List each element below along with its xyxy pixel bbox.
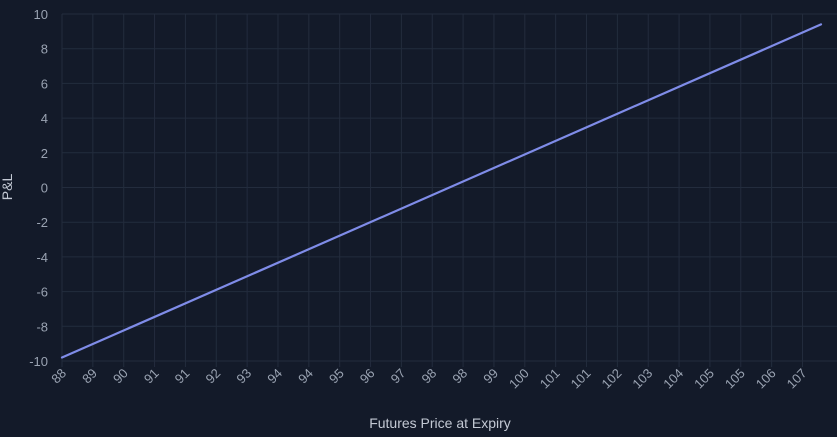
x-tick-label: 88 (48, 366, 69, 387)
x-tick-label: 90 (110, 366, 131, 387)
x-tick-label: 89 (79, 366, 100, 387)
y-tick-label: 2 (41, 146, 48, 161)
x-tick-label: 94 (295, 366, 316, 387)
y-tick-label: -4 (36, 250, 48, 265)
x-axis-ticks: 88 89 90 91 91 92 93 94 94 95 96 97 98 98 99 100 101 101 1… (48, 366, 809, 392)
x-tick-label: 107 (784, 366, 810, 392)
y-tick-label: -10 (29, 354, 48, 369)
x-tick-label: 94 (264, 366, 285, 387)
y-tick-label: 4 (41, 111, 48, 126)
y-tick-label: 6 (41, 76, 48, 91)
x-tick-label: 95 (326, 366, 347, 387)
x-tick-label: 102 (599, 366, 625, 392)
x-tick-label: 103 (629, 366, 655, 392)
grid-layer (61, 13, 837, 367)
x-tick-label: 106 (753, 366, 779, 392)
x-tick-label: 99 (480, 366, 501, 387)
x-tick-label: 92 (203, 366, 224, 387)
x-tick-label: 105 (722, 366, 748, 392)
y-axis-ticks: 10 8 6 4 2 0 -2 -4 -6 -8 -10 (29, 7, 48, 369)
x-axis-title: Futures Price at Expiry (369, 415, 511, 431)
series-layer (60, 23, 823, 359)
x-tick-label: 100 (506, 366, 532, 392)
x-tick-label: 98 (419, 366, 440, 387)
x-tick-label: 91 (172, 366, 193, 387)
x-tick-label: 104 (660, 366, 686, 392)
x-tick-label: 98 (449, 366, 470, 387)
x-tick-label: 101 (537, 366, 563, 392)
y-tick-label: -6 (36, 285, 48, 300)
x-tick-label: 105 (691, 366, 717, 392)
y-tick-label: 8 (41, 42, 48, 57)
pnl-series-line (60, 23, 823, 359)
y-tick-label: -8 (36, 319, 48, 334)
y-tick-label: 0 (41, 181, 48, 196)
x-tick-label: 91 (141, 366, 162, 387)
x-tick-label: 101 (568, 366, 594, 392)
x-tick-label: 97 (388, 366, 409, 387)
x-tick-label: 96 (357, 366, 378, 387)
y-tick-label: 10 (34, 7, 48, 22)
y-axis-title: P&L (0, 174, 15, 201)
x-tick-label: 93 (233, 366, 254, 387)
y-tick-label: -2 (36, 215, 48, 230)
